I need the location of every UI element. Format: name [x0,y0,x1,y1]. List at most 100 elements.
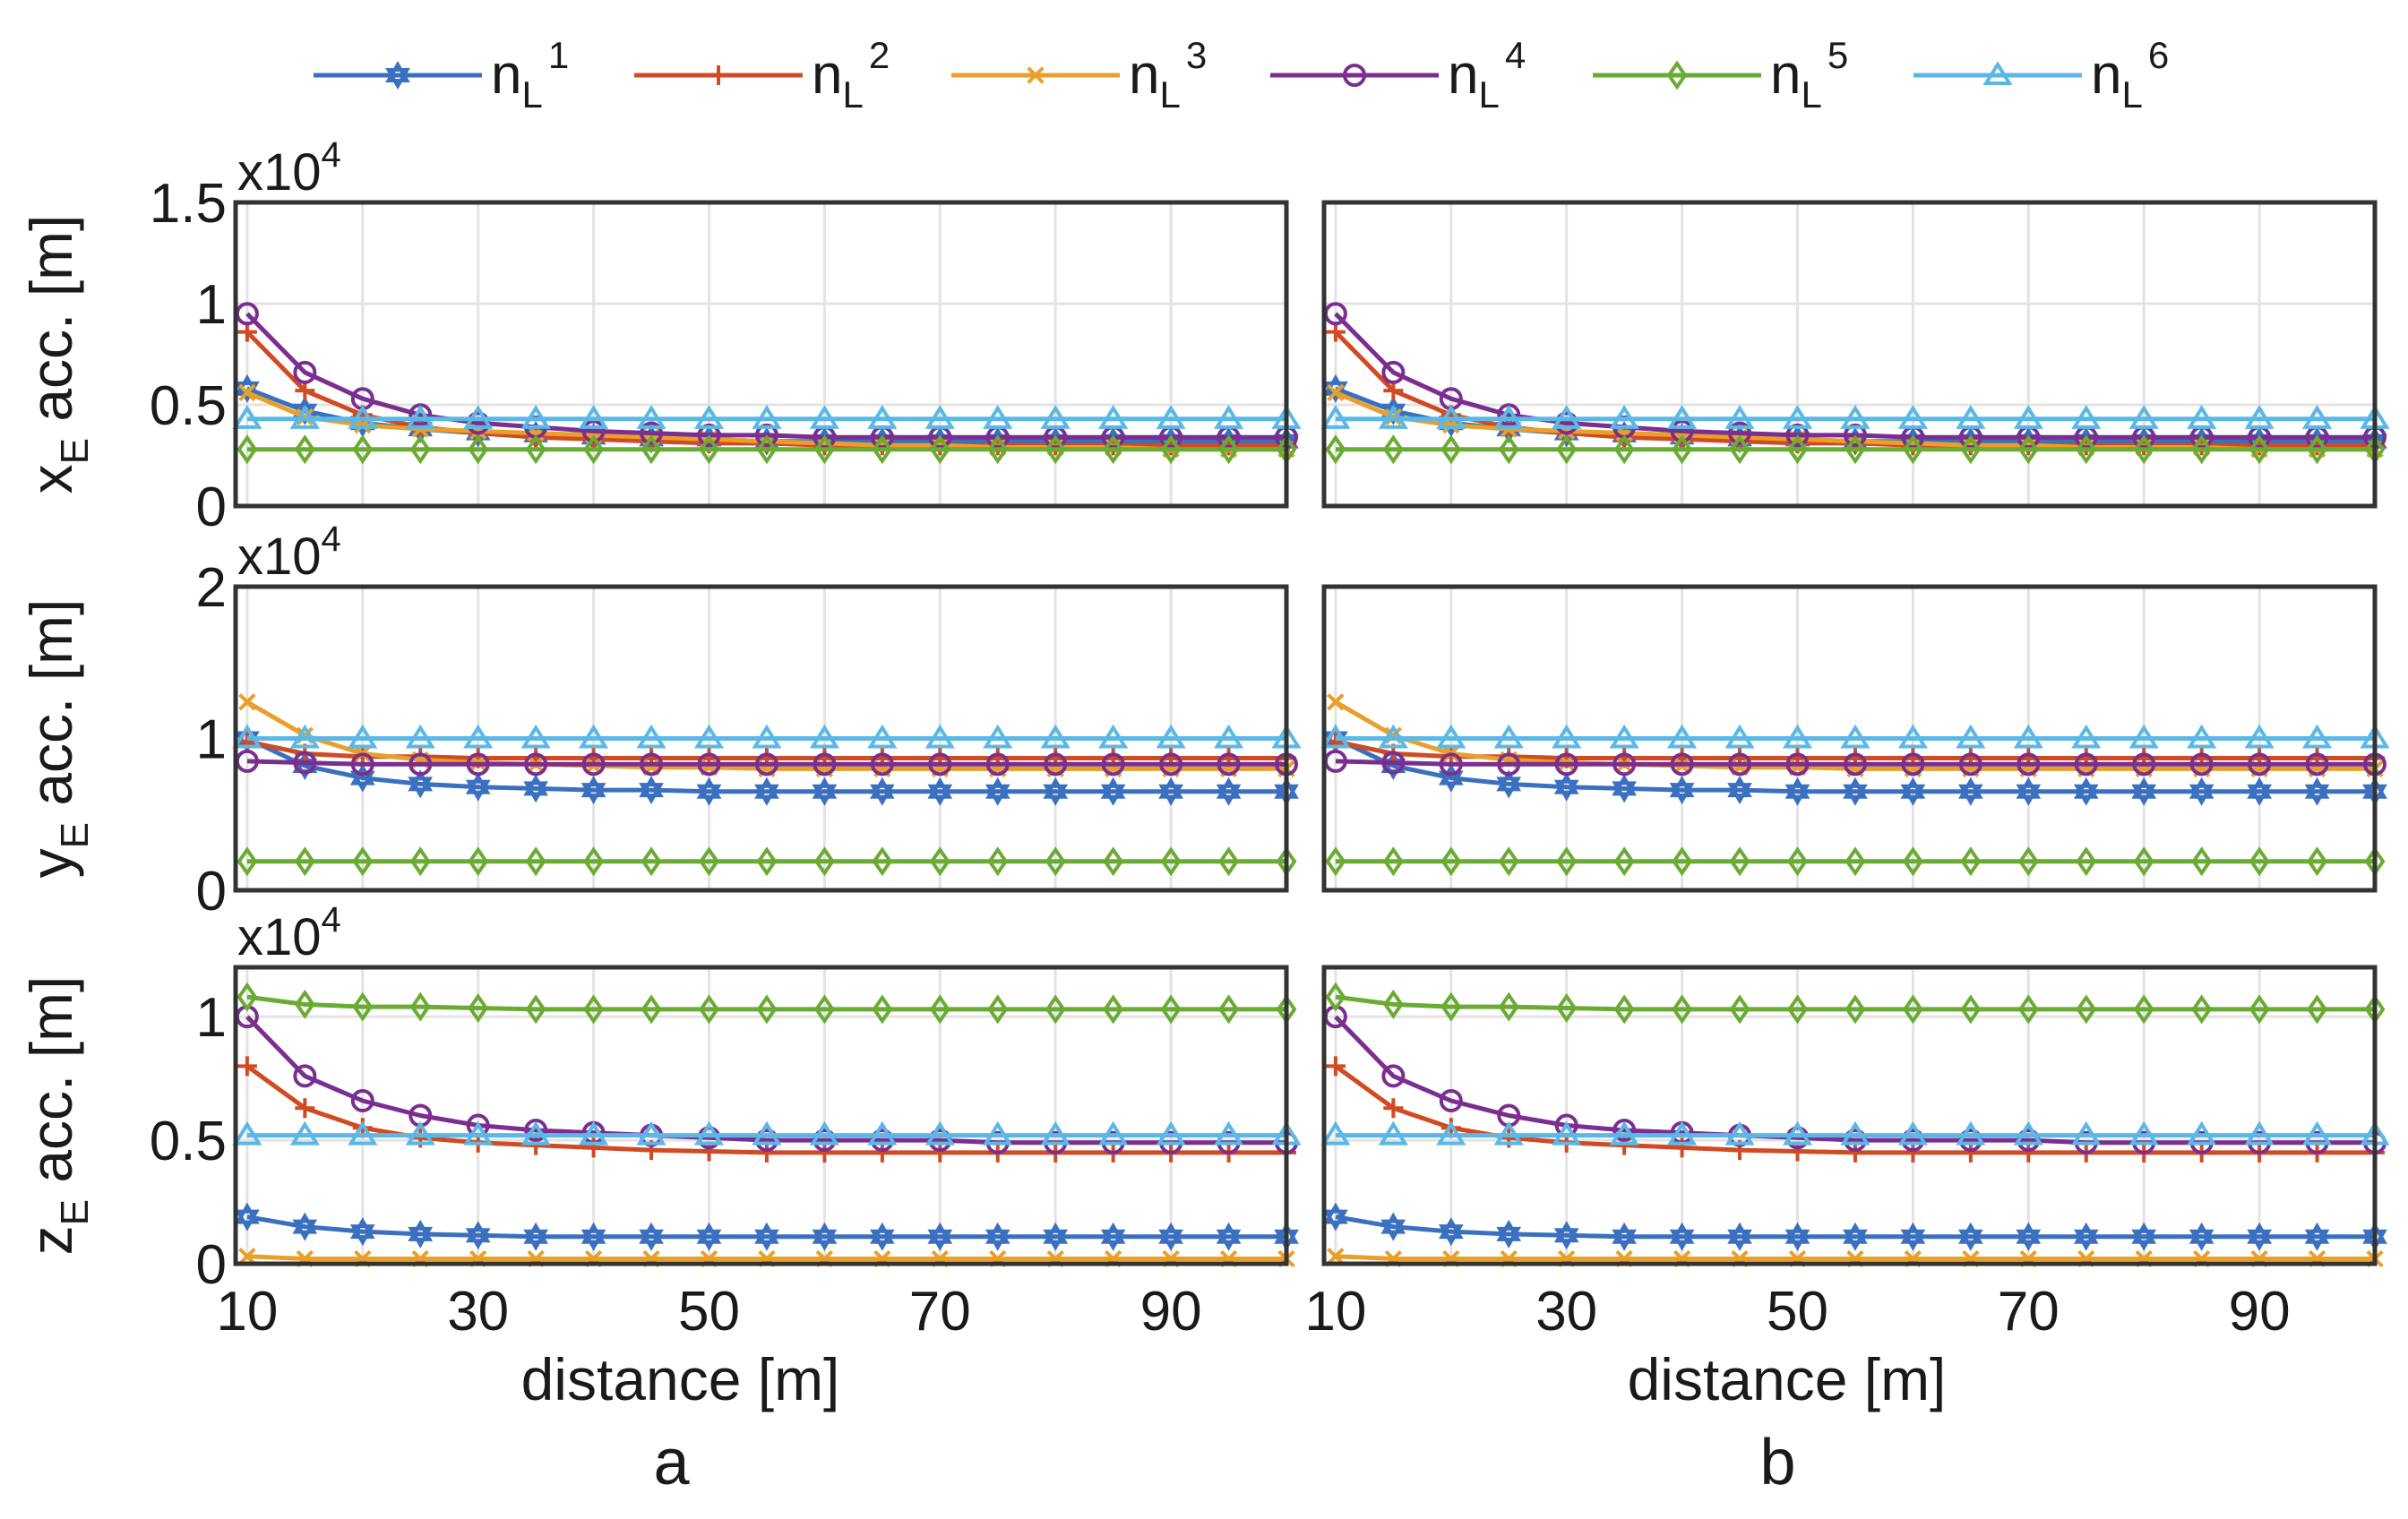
data-point [1782,724,1813,749]
data-point [2133,994,2154,1025]
legend-label-sub: L [2121,73,2142,116]
data-point [1672,846,1693,877]
exponent-power: 4 [322,135,341,175]
data-point [2016,1222,2042,1251]
data-point [408,1219,434,1249]
data-point [1325,1056,1346,1077]
data-point [236,322,257,342]
y-tick-label: 1 [196,274,227,336]
data-point [813,994,835,1025]
data-point [2131,777,2157,806]
data-point [812,1222,838,1251]
data-point [1609,724,1639,749]
data-point [295,1098,315,1119]
data-point [348,724,378,749]
legend-label-sup: 3 [1186,34,1207,76]
data-point [1612,1119,1637,1143]
y-tick-label: 0 [196,476,227,538]
data-point [1439,1088,1463,1112]
data-point [756,846,778,877]
data-point [580,776,606,805]
data-point [352,846,374,877]
legend-marker-triangle [1982,61,2013,85]
data-point [983,405,1013,429]
legend-label-base: n [491,44,521,106]
data-point [2128,724,2159,749]
y-axis-label-sub: E [53,822,97,848]
data-point [463,1120,494,1146]
series-n5 [1325,434,2386,465]
data-point [1553,1221,1579,1250]
panel-2-0: 0 0.5 1 10 30 50 70 90 distance [m] a [150,965,1302,1498]
legend-label-base: n [1448,44,1478,106]
data-point [408,752,433,777]
y-axis-label-y: yE acc. [m] [18,599,97,879]
data-point [1553,772,1579,802]
panel-1-1 [1320,584,2390,893]
data-point [1669,1222,1695,1251]
y-axis-label-sub: E [53,438,97,464]
data-point [238,1248,256,1266]
data-point [583,994,605,1025]
x-tick-label: 30 [1535,1281,1597,1343]
data-point [872,994,893,1025]
data-point [699,994,719,1025]
data-point [1213,405,1244,429]
y-axis-label-rest: acc. [m] [18,976,84,1199]
series-line-n1 [1334,736,2375,794]
data-point [1612,774,1637,803]
data-point [2247,1222,2272,1251]
exponent-power: 4 [322,519,341,559]
data-point [2076,994,2097,1025]
data-point [1440,846,1462,877]
data-point [2247,777,2272,806]
data-point [1787,994,1808,1025]
x-axis-label: distance [m] [521,1346,840,1412]
y-tick-label: 1 [196,709,227,771]
data-point [294,989,315,1019]
data-point [525,994,546,1025]
exponent-base: x10 [237,528,322,586]
data-point [814,1142,835,1163]
data-point [641,994,662,1025]
data-point [1843,777,1868,806]
legend-label-sub: L [1478,73,1499,116]
data-point [463,724,494,749]
data-point [697,752,721,777]
data-point [1098,1120,1129,1146]
legend-entry-n1: nL1 [314,34,569,116]
data-point [409,991,431,1022]
data-point [699,434,719,465]
data-point [1845,846,1866,877]
legend: nL1 nL2 nL3 nL4 nL5 nL6 [314,34,2169,116]
series-n1 [1323,1202,2387,1251]
data-point [232,405,262,429]
data-point [756,434,778,465]
data-point [640,752,664,777]
data-point [2189,1222,2214,1251]
data-point [232,724,262,749]
data-point [1612,1222,1637,1251]
y-axis-label-main: y [18,848,84,878]
panel-0-1 [1320,200,2390,509]
data-point [813,434,835,465]
data-point [1670,419,1694,443]
series-line-n1 [245,736,1286,794]
data-point [1382,434,1404,465]
data-point [983,724,1013,749]
data-point [872,434,893,465]
data-point [2071,405,2102,429]
y-tick-label: 0.5 [150,1111,227,1172]
data-point [1320,405,1351,429]
data-point [693,724,725,749]
data-point [1840,1120,1870,1146]
y-axis-label-rest: acc. [m] [18,215,84,438]
data-point [525,434,546,465]
data-point [754,752,778,777]
series-n4 [235,1005,1298,1154]
y-axis-label-sub: E [53,1199,97,1225]
data-point [2304,777,2330,806]
data-point [1900,1222,1926,1251]
data-point [1902,994,1923,1025]
